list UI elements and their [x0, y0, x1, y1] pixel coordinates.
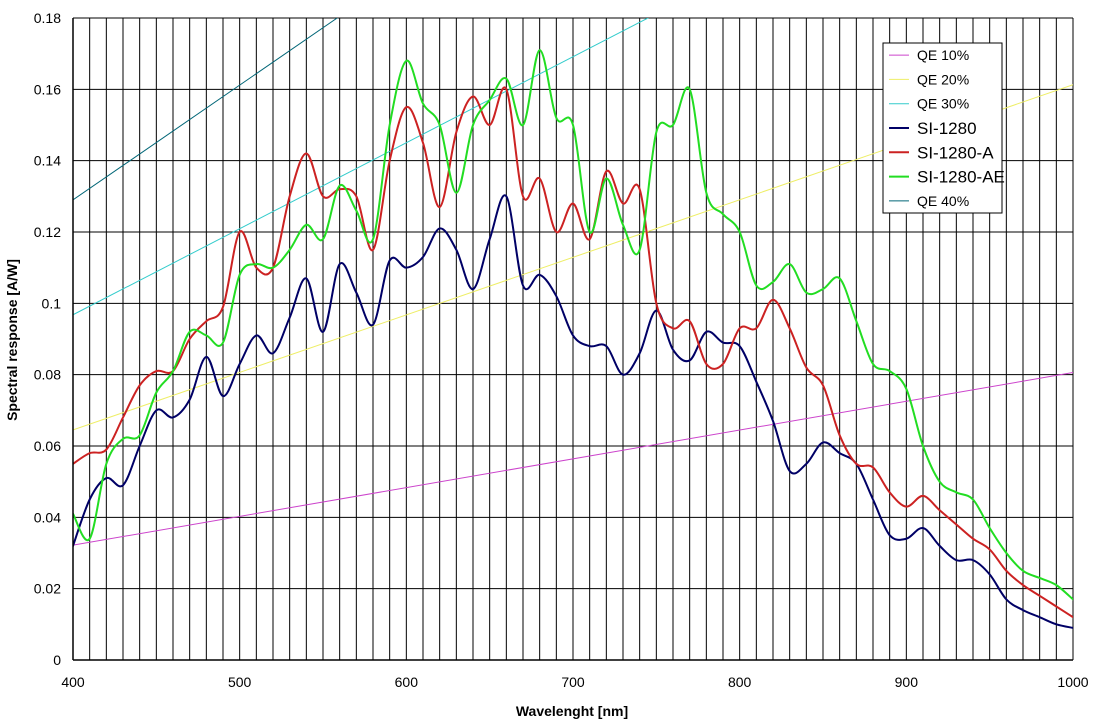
legend-label-si-1280: SI-1280 — [917, 119, 977, 138]
legend-label-qe-10pct: QE 10% — [917, 47, 969, 63]
y-tick-label: 0 — [53, 652, 61, 668]
y-tick-label: 0.08 — [34, 367, 61, 383]
x-tick-label: 900 — [895, 674, 919, 690]
legend-label-qe-30pct: QE 30% — [917, 96, 969, 112]
x-tick-label: 500 — [228, 674, 252, 690]
series-line-qe-40pct — [73, 18, 338, 201]
y-tick-label: 0.02 — [34, 581, 61, 597]
x-tick-label: 800 — [728, 674, 752, 690]
x-tick-label: 700 — [561, 674, 585, 690]
legend: QE 10% QE 20% QE 30% SI-1280 SI-1280-A SI-128… — [882, 42, 1005, 214]
y-tick-label: 0.1 — [42, 295, 62, 311]
grid — [72, 17, 1074, 661]
x-tick-label: 400 — [61, 674, 85, 690]
axes: 400 500 600 700 800 900 1000 0 0.02 0.04 0.06 0.08 0… — [34, 10, 1089, 690]
y-tick-label: 0.04 — [34, 509, 61, 525]
x-tick-label: 1000 — [1057, 674, 1088, 690]
y-tick-label: 0.18 — [34, 10, 61, 26]
y-tick-label: 0.14 — [34, 153, 61, 169]
x-tick-label: 600 — [395, 674, 419, 690]
y-tick-label: 0.16 — [34, 81, 61, 97]
series-line-si-1280-ae — [73, 49, 1073, 601]
series-line-qe-30pct — [73, 18, 649, 316]
legend-label-qe-20pct: QE 20% — [917, 71, 969, 87]
x-axis-title: Wavelenght [nm] — [516, 703, 628, 719]
series-line-si-1280-a — [73, 86, 1073, 619]
legend-label-si-1280-ae: SI-1280-AE — [917, 168, 1005, 187]
series-line-si-1280 — [73, 194, 1073, 629]
series-lines — [73, 18, 1073, 629]
y-axis-title: Spectral response [A/W] — [4, 259, 20, 421]
y-tick-label: 0.06 — [34, 438, 61, 454]
legend-label-qe-40pct: QE 40% — [917, 193, 969, 209]
y-tick-label: 0.12 — [34, 224, 61, 240]
series-line-qe-10pct — [73, 372, 1073, 546]
legend-label-si-1280-a: SI-1280-A — [917, 143, 994, 162]
